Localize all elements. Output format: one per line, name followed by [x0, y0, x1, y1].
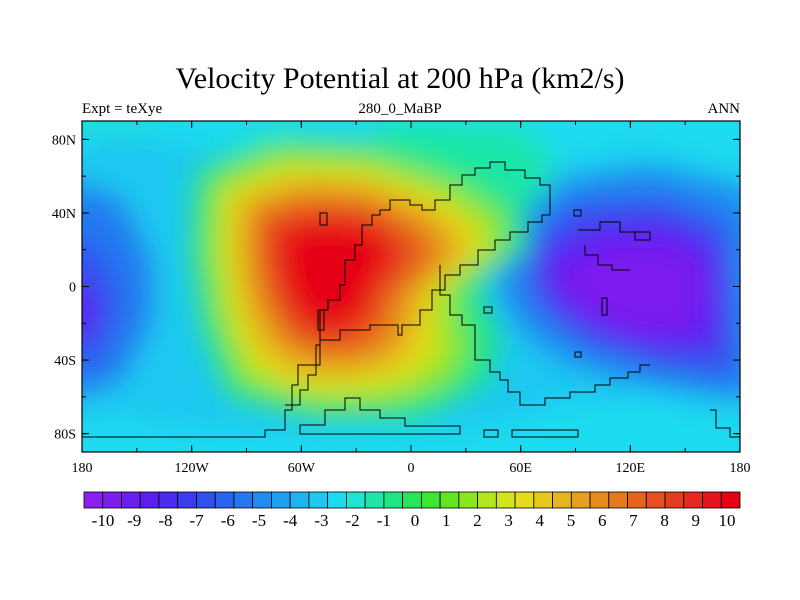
colorbar-swatch: [271, 491, 291, 509]
colorbar-swatch: [552, 491, 572, 509]
velocity-potential-field: [82, 121, 740, 452]
chart-title: Velocity Potential at 200 hPa (km2/s): [175, 62, 625, 95]
colorbar-label: 1: [442, 511, 451, 530]
island-5: [601, 297, 608, 316]
colorbar-label: -5: [252, 511, 266, 530]
colorbar-swatch: [214, 491, 235, 509]
colorbar-label: -9: [127, 511, 141, 530]
colorbar-label: -8: [158, 511, 172, 530]
colorbar-swatch: [308, 491, 329, 509]
season-label: ANN: [707, 101, 741, 117]
east-coast-fragment: [710, 409, 740, 438]
colorbar-label: 7: [629, 511, 638, 530]
colorbar-swatch: [458, 491, 479, 509]
island-8: [511, 429, 579, 438]
y-tick-label: 80S: [54, 428, 76, 443]
x-tick-label: 60W: [288, 461, 316, 476]
colorbar-swatch: [177, 491, 197, 509]
colorbar-swatch: [402, 491, 422, 509]
colorbar-swatch: [158, 491, 179, 509]
colorbar-swatch: [364, 491, 385, 509]
colorbar-label: 0: [411, 511, 420, 530]
y-tick-label: 40S: [54, 354, 76, 369]
y-axis: 80N 40N 0 40S 80S: [52, 133, 740, 443]
y-tick-label: 80N: [52, 133, 76, 148]
colorbar-swatch: [664, 491, 685, 509]
y-tick-label: 0: [69, 281, 76, 296]
colorbar-swatch: [720, 491, 741, 509]
colorbar-label: -10: [92, 511, 115, 530]
colorbar-swatch: [589, 491, 610, 509]
colorbar-label: -1: [377, 511, 391, 530]
colorbar-swatch: [477, 491, 497, 509]
eastern-landmass: [439, 265, 650, 406]
island-4: [573, 209, 582, 217]
island-1: [319, 212, 328, 226]
colorbar-label: -2: [346, 511, 360, 530]
colorbar-label: 9: [692, 511, 701, 530]
colorbar-swatch: [702, 491, 722, 509]
colorbar-swatch: [327, 491, 347, 509]
colorbar-swatch: [627, 491, 647, 509]
colorbar-swatch: [420, 491, 441, 509]
colorbar-swatch: [196, 491, 216, 509]
experiment-label: Expt = teXye: [82, 101, 163, 117]
continent-outlines: [82, 161, 740, 438]
colorbar: [83, 491, 741, 509]
colorbar-swatch: [289, 491, 310, 509]
x-tick-label: 180: [730, 461, 751, 476]
colorbar-label: 10: [719, 511, 736, 530]
colorbar-label: -4: [283, 511, 298, 530]
period-label: 280_0_MaBP: [358, 101, 442, 117]
colorbar-label: 3: [504, 511, 513, 530]
colorbar-swatch: [514, 491, 535, 509]
colorbar-label: 2: [473, 511, 482, 530]
colorbar-swatch: [252, 491, 272, 509]
island-3: [483, 306, 493, 314]
colorbar-label: 8: [660, 511, 669, 530]
colorbar-swatch: [570, 491, 591, 509]
x-tick-label: 0: [408, 461, 415, 476]
tethys-coast: [578, 221, 651, 271]
x-axis: 180 120W 60W 0 60E 120E 180: [72, 121, 751, 476]
colorbar-label: 5: [567, 511, 576, 530]
colorbar-swatch: [233, 491, 254, 509]
colorbar-label: -6: [221, 511, 235, 530]
x-tick-label: 120E: [616, 461, 646, 476]
colorbar-swatch: [102, 491, 122, 509]
southern-coast: [299, 397, 461, 435]
colorbar-swatch: [683, 491, 703, 509]
colorbar-label: 6: [598, 511, 607, 530]
island-2: [317, 309, 325, 331]
x-tick-label: 120W: [175, 461, 210, 476]
colorbar-swatch: [383, 491, 404, 509]
x-tick-label: 60E: [509, 461, 532, 476]
colorbar-swatch: [345, 491, 366, 509]
colorbar-swatch: [83, 491, 104, 509]
y-tick-label: 40N: [52, 207, 76, 222]
colorbar-swatch: [645, 491, 666, 509]
x-tick-label: 180: [72, 461, 93, 476]
colorbar-label: -3: [314, 511, 328, 530]
colorbar-swatch: [439, 491, 460, 509]
colorbar-label: -7: [190, 511, 205, 530]
colorbar-swatch: [121, 491, 141, 509]
colorbar-swatch: [139, 491, 160, 509]
island-7: [483, 429, 499, 438]
colorbar-labels: -10 -9 -8 -7 -6 -5 -4 -3 -2 -1 0 1 2 3 4 5 6 7 8 9 10: [92, 511, 736, 530]
colorbar-label: 4: [536, 511, 545, 530]
pangaea-outline: [82, 161, 551, 438]
colorbar-swatch: [495, 491, 516, 509]
colorbar-swatch: [533, 491, 553, 509]
island-6: [574, 351, 582, 358]
colorbar-swatch: [608, 491, 628, 509]
